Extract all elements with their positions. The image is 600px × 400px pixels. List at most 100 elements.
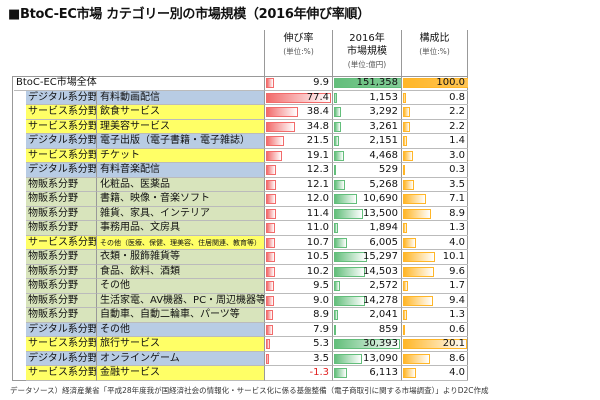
share-value: 7.1: [449, 193, 465, 204]
growth-cell: 5.3: [264, 337, 332, 352]
market-cell: 14,278: [332, 293, 401, 308]
category-name: 有料動画配信: [97, 90, 264, 105]
share-bar: [403, 136, 408, 146]
table-row: サービス系分野 飲食サービス 38.4 3,292 2.2: [0, 105, 470, 120]
share-cell: 0.6: [401, 322, 468, 337]
share-bar: [403, 107, 410, 117]
market-cell: 151,358: [332, 76, 401, 91]
share-bar: [403, 266, 434, 277]
market-bar: [334, 179, 346, 190]
segment-label: サービス系分野: [26, 337, 97, 352]
segment-label: サービス系分野: [26, 235, 97, 250]
growth-cell: 19.1: [264, 148, 332, 163]
market-value: 4,468: [369, 149, 398, 161]
growth-cell: 11.4: [264, 206, 332, 221]
share-bar: [403, 368, 416, 378]
share-value: 0.3: [449, 164, 465, 175]
share-bar: [403, 121, 410, 132]
category-name: 事務用品、文房具: [97, 221, 264, 236]
market-value: 1,153: [369, 91, 398, 103]
growth-bar: [266, 281, 274, 291]
share-bar: [403, 92, 406, 103]
share-cell: 10.1: [401, 250, 468, 265]
market-bar: [334, 165, 336, 175]
growth-cell: 7.9: [264, 322, 332, 337]
growth-value: 9.0: [313, 294, 329, 306]
growth-bar: [266, 252, 275, 262]
market-value: 5,268: [369, 178, 398, 190]
growth-cell: 12.3: [264, 163, 332, 178]
growth-bar: [266, 266, 275, 277]
growth-value: 7.9: [313, 323, 329, 335]
market-bar: [334, 252, 368, 262]
segment-label: 物販系分野: [26, 264, 97, 279]
header-growth: 伸び率 (単位:%): [264, 30, 332, 76]
table-row: 物販系分野 事務用品、文房具 11.0 1,894 1.3: [0, 221, 470, 236]
market-cell: 859: [332, 322, 401, 337]
table-row: デジタル系分野 電子出版（電子書籍・電子雑誌） 21.5 2,151 1.4: [0, 134, 470, 149]
market-value: 859: [378, 323, 398, 335]
share-bar: [403, 223, 408, 233]
market-value: 2,572: [369, 280, 398, 291]
share-cell: 2.2: [401, 105, 468, 120]
market-cell: 30,393: [332, 337, 401, 352]
share-value: 2.2: [449, 106, 465, 117]
share-value: 9.6: [449, 265, 465, 277]
market-cell: 13,500: [332, 206, 401, 221]
table-row: 物販系分野 化粧品、医薬品 12.1 5,268 3.5: [0, 177, 470, 192]
category-name: その他: [97, 322, 264, 337]
header-market: 2016年 市場規模 (単位:億円): [332, 30, 401, 76]
market-bar: [334, 194, 358, 204]
header-market-unit: (単位:億円): [347, 60, 387, 69]
market-bar: [334, 310, 339, 320]
share-cell: 1.3: [401, 221, 468, 236]
growth-cell: 8.9: [264, 308, 332, 323]
segment-label: デジタル系分野: [26, 90, 97, 105]
table-row: デジタル系分野 有料動画配信 77.4 1,153 0.8: [0, 90, 470, 105]
market-value: 13,500: [363, 207, 398, 219]
table-row: サービス系分野 理美容サービス 34.8 3,261 2.2: [0, 119, 470, 134]
growth-cell: 34.8: [264, 119, 332, 134]
segment-label: 物販系分野: [26, 250, 97, 265]
growth-cell: 12.0: [264, 192, 332, 207]
data-table: [12, 76, 468, 381]
growth-bar: [266, 150, 283, 161]
table-row: デジタル系分野 有料音楽配信 12.3 529 0.3: [0, 163, 470, 178]
share-bar: [403, 165, 405, 175]
growth-cell: 10.2: [264, 264, 332, 279]
header-market-label: 2016年: [349, 33, 385, 44]
table-row: 物販系分野 書籍、映像・音楽ソフト 12.0 10,690 7.1: [0, 192, 470, 207]
market-cell: 3,261: [332, 119, 401, 134]
market-bar: [334, 92, 337, 103]
growth-value: 12.1: [306, 178, 329, 190]
share-cell: 3.0: [401, 148, 468, 163]
growth-bar: [266, 136, 285, 146]
growth-cell: 9.5: [264, 279, 332, 294]
share-value: 3.5: [449, 178, 465, 190]
header-growth-label: 伸び率: [283, 33, 314, 44]
growth-cell: 12.1: [264, 177, 332, 192]
segment-label: デジタル系分野: [26, 322, 97, 337]
market-cell: 5,268: [332, 177, 401, 192]
market-value: 30,393: [363, 338, 398, 349]
category-name: 衣類・服飾雑貨等: [97, 250, 264, 265]
growth-bar: [266, 179, 277, 190]
segment-label: 物販系分野: [26, 177, 97, 192]
segment-label: 物販系分野: [26, 279, 97, 294]
market-bar: [334, 324, 336, 335]
market-bar: [334, 107, 342, 117]
share-bar: [403, 252, 436, 262]
market-bar: [334, 266, 366, 277]
share-cell: 2.2: [401, 119, 468, 134]
segment-label: サービス系分野: [26, 366, 97, 381]
share-cell: 100.0: [401, 76, 468, 91]
share-value: 0.8: [449, 91, 465, 103]
market-value: 13,090: [363, 352, 398, 364]
segment-label: サービス系分野: [26, 148, 97, 163]
market-cell: 2,572: [332, 279, 401, 294]
growth-bar: [266, 353, 269, 364]
market-bar: [334, 78, 401, 88]
market-cell: 6,113: [332, 366, 401, 381]
category-name: 雑貨、家具、インテリア: [97, 206, 264, 221]
table-row: 物販系分野 衣類・服飾雑貨等 10.5 15,297 10.1: [0, 250, 470, 265]
